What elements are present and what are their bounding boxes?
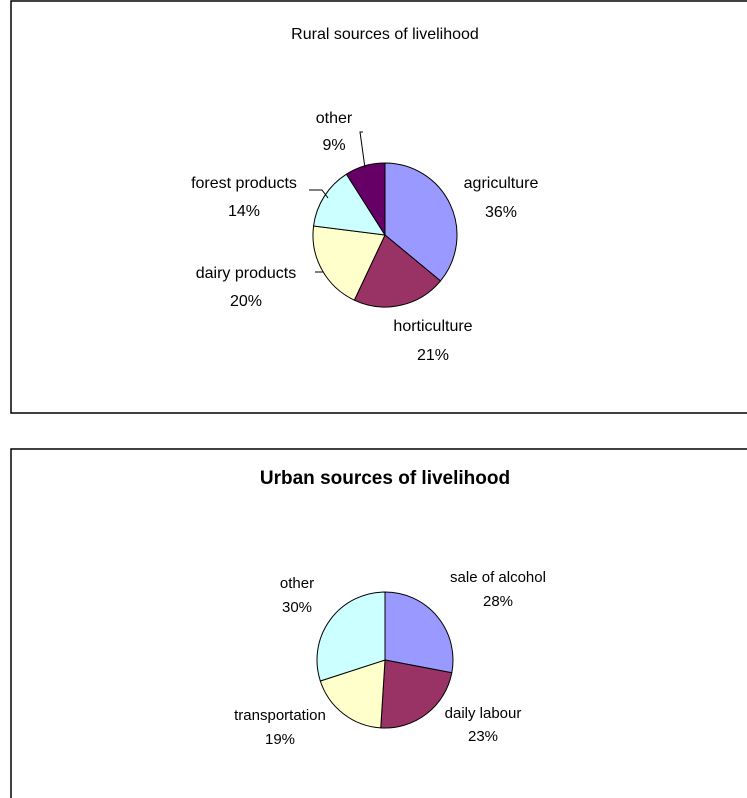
rural-agriculture-value: 36% xyxy=(485,204,517,221)
urban-slice-transportation xyxy=(319,659,386,729)
rural-horticulture-value: 21% xyxy=(417,347,449,364)
rural-other-value: 9% xyxy=(322,137,345,154)
rural-forest-products-value: 14% xyxy=(228,203,260,220)
urban-sale-of-alcohol-value: 28% xyxy=(483,593,513,610)
rural-pie xyxy=(312,162,458,308)
rural-other-label: other xyxy=(316,110,353,127)
rural-other-leader-line xyxy=(359,131,366,169)
rural-agriculture-label: agriculture xyxy=(464,175,539,192)
rural-chart: Rural sources of livelihood agriculture … xyxy=(10,0,747,414)
urban-pie xyxy=(316,591,454,729)
urban-other-value: 30% xyxy=(282,599,312,616)
urban-chart: Urban sources of livelihood sale of alco… xyxy=(10,448,747,798)
rural-dairy-products-value: 20% xyxy=(230,293,262,310)
rural-dairy-products-label: dairy products xyxy=(196,265,297,282)
urban-slice-sale-of-alcohol xyxy=(384,591,454,674)
urban-daily-labour-value: 23% xyxy=(468,728,498,745)
rural-slice-agriculture xyxy=(384,162,458,282)
rural-forest-products-label: forest products xyxy=(191,175,297,192)
urban-daily-labour-label: daily labour xyxy=(445,705,522,722)
rural-forest-leader-line xyxy=(309,189,329,199)
rural-slice-horticulture xyxy=(353,234,442,308)
rural-chart-title: Rural sources of livelihood xyxy=(291,26,479,43)
rural-slice-forest-products xyxy=(313,173,386,236)
urban-transportation-value: 19% xyxy=(265,731,295,748)
urban-slice-other xyxy=(316,591,386,682)
urban-slice-daily-labour xyxy=(380,659,453,729)
rural-slice-dairy-products xyxy=(312,225,386,301)
urban-sale-of-alcohol-label: sale of alcohol xyxy=(450,569,546,586)
urban-transportation-label: transportation xyxy=(234,707,326,724)
urban-chart-title: Urban sources of livelihood xyxy=(260,468,510,489)
urban-other-label: other xyxy=(280,575,314,592)
rural-horticulture-label: horticulture xyxy=(393,318,472,335)
